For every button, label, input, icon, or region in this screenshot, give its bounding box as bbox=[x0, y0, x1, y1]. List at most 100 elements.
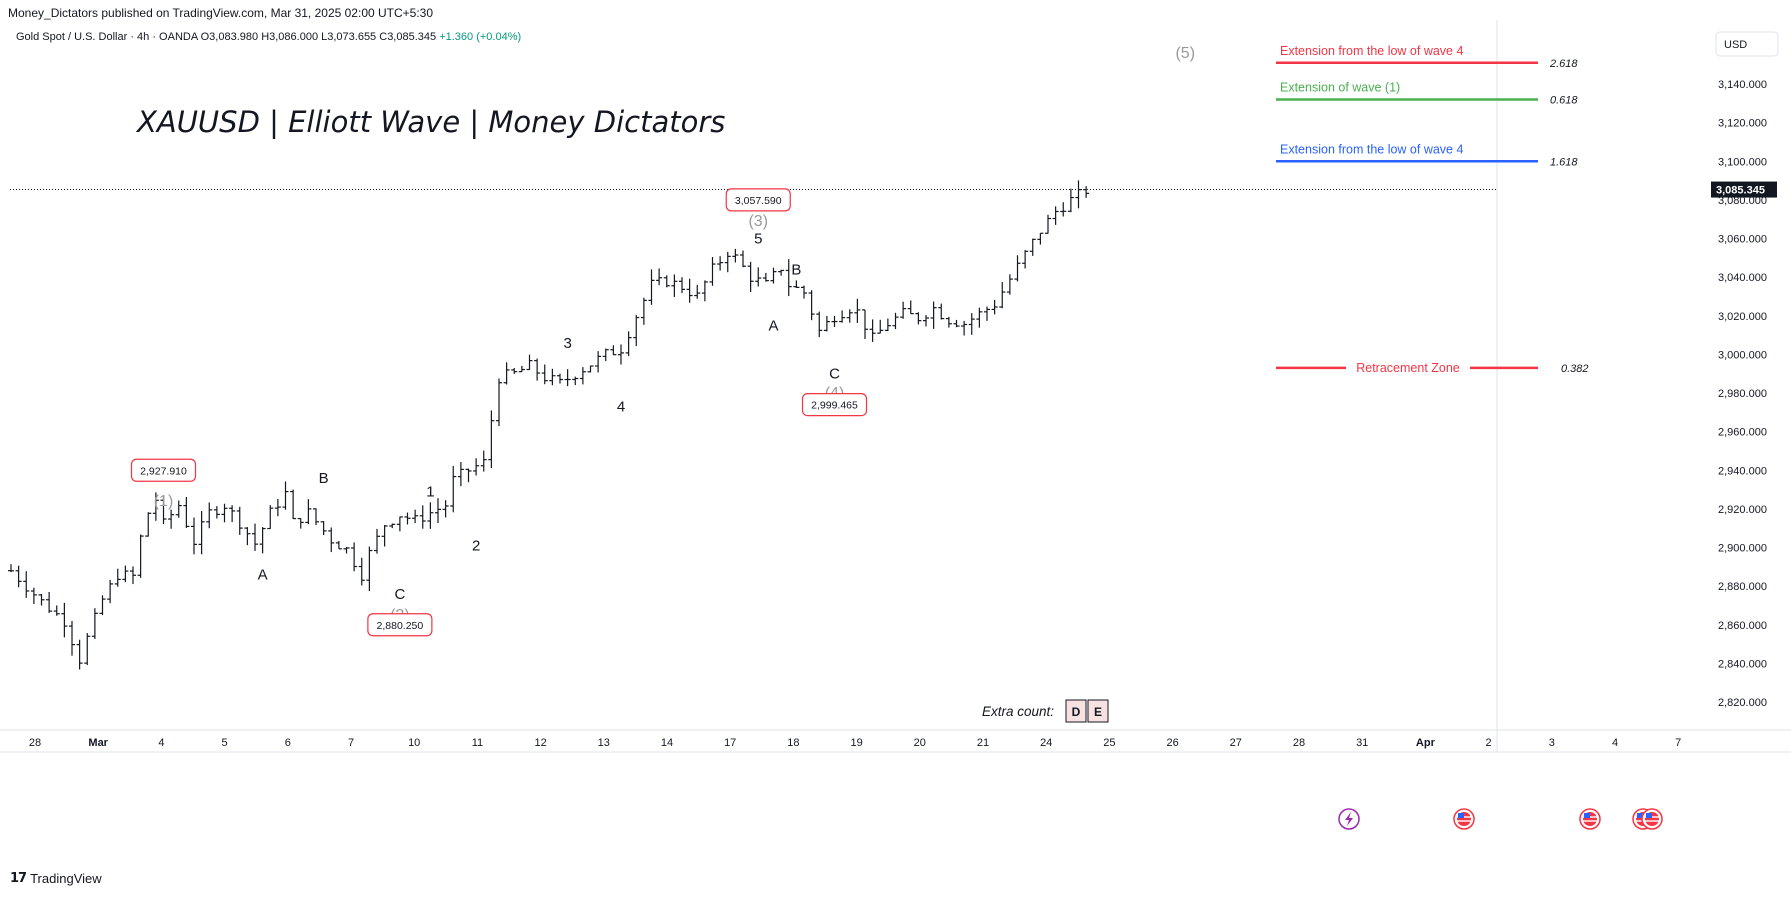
y-tick-label: 2,860.000 bbox=[1718, 620, 1767, 632]
ohlc-bar bbox=[656, 268, 663, 286]
ohlc-bar bbox=[610, 345, 617, 356]
ohlc-bar bbox=[839, 310, 846, 323]
y-tick-label: 3,140.000 bbox=[1718, 79, 1767, 91]
ohlc-bar bbox=[1022, 250, 1029, 269]
x-tick-label: 11 bbox=[472, 737, 483, 749]
x-tick-label: 21 bbox=[977, 737, 989, 749]
ohlc-bar bbox=[343, 546, 350, 554]
wave-label: (3) bbox=[748, 213, 768, 230]
ohlc-bar bbox=[252, 523, 258, 551]
ohlc-bar bbox=[648, 269, 655, 305]
ohlc-bar bbox=[465, 468, 472, 483]
extra-count-box: D bbox=[1065, 699, 1087, 723]
ohlc-bar bbox=[740, 250, 746, 268]
fib-level: Extension of wave (1) 0.618 bbox=[1276, 80, 1578, 106]
ohlc-bar bbox=[1067, 188, 1074, 213]
x-tick-label: 5 bbox=[222, 737, 228, 749]
fib-label: Extension from the low of wave 4 bbox=[1280, 142, 1463, 156]
ohlc-bar bbox=[305, 499, 312, 525]
ohlc-bar bbox=[801, 285, 807, 299]
ohlc-bar bbox=[640, 297, 647, 325]
ohlc-bar bbox=[549, 368, 556, 386]
tradingview-mark-icon: 17 bbox=[10, 871, 27, 886]
us-flag-icon bbox=[1453, 808, 1475, 830]
extra-count-frame bbox=[1065, 699, 1087, 723]
x-tick-label: 28 bbox=[29, 737, 41, 749]
fib-level: Extension from the low of wave 4 1.618 bbox=[1276, 142, 1578, 168]
ohlc-bar bbox=[945, 316, 952, 328]
x-tick-label: 26 bbox=[1166, 737, 1178, 749]
us-flag-icon bbox=[1641, 808, 1663, 830]
x-tick-label: 31 bbox=[1356, 737, 1368, 749]
ohlc-bar bbox=[518, 365, 525, 373]
y-tick-label: 2,920.000 bbox=[1718, 504, 1767, 516]
fib-ratio: 0.618 bbox=[1550, 94, 1578, 106]
ohlc-bar bbox=[686, 278, 693, 303]
ohlc-bar bbox=[175, 500, 182, 518]
extra-count-letter: D bbox=[1072, 705, 1081, 719]
ohlc-bar bbox=[23, 571, 30, 598]
x-tick-label: 17 bbox=[724, 737, 736, 749]
ohlc-bar bbox=[701, 280, 708, 302]
extra-count-label: Extra count: bbox=[982, 704, 1054, 719]
legend-part: L3,073.655 bbox=[321, 31, 379, 43]
ohlc-bar bbox=[991, 299, 998, 315]
ohlc-bar bbox=[282, 481, 289, 510]
publish-line: Money_Dictators published on TradingView… bbox=[8, 6, 434, 20]
fib-ratio: 1.618 bbox=[1550, 156, 1578, 168]
time-axis[interactable]: 28 Mar 4 5 6 7 10 11 12 13 14 17 18 19 20 21 24 25 26 27 28 3… bbox=[29, 737, 1681, 749]
last-price-bg bbox=[1711, 181, 1777, 198]
ohlc-bar bbox=[320, 521, 327, 536]
ohlc-bar bbox=[46, 591, 53, 613]
ohlc-bar bbox=[69, 620, 75, 656]
ohlc-bar bbox=[137, 534, 144, 578]
x-tick-label: 14 bbox=[661, 737, 673, 749]
wave-label: (5) bbox=[1175, 45, 1195, 62]
ohlc-bar bbox=[229, 505, 236, 523]
ohlc-bar bbox=[717, 256, 724, 271]
ohlc-bar bbox=[633, 314, 640, 347]
x-tick-label: Mar bbox=[88, 737, 108, 749]
ohlc-bar bbox=[114, 568, 121, 587]
ohlc-bar bbox=[808, 290, 815, 321]
ohlc-bar bbox=[221, 503, 228, 523]
ohlc-bar bbox=[846, 309, 853, 323]
ohlc-bar bbox=[915, 312, 922, 325]
ohlc-bar bbox=[76, 639, 83, 670]
ohlc-bar bbox=[61, 602, 68, 638]
x-tick-label: 13 bbox=[598, 737, 610, 749]
ohlc-bar bbox=[374, 528, 380, 554]
x-tick-label: 7 bbox=[1675, 737, 1681, 749]
ohlc-bar bbox=[892, 312, 899, 330]
ohlc-bar bbox=[30, 587, 37, 604]
price-axis[interactable]: USD3,140.0003,120.0003,100.0003,080.0003… bbox=[1711, 31, 1779, 709]
event-icons[interactable] bbox=[1338, 808, 1663, 830]
y-tick-label: 2,960.000 bbox=[1718, 427, 1767, 439]
ohlc-bar bbox=[191, 517, 197, 555]
ohlc-bar bbox=[709, 256, 716, 286]
ohlc-bar bbox=[984, 306, 990, 321]
ohlc-bar bbox=[290, 489, 297, 520]
ohlc-bar bbox=[976, 307, 983, 328]
ohlc-bar bbox=[335, 540, 342, 550]
x-tick-label: 12 bbox=[534, 737, 546, 749]
wave-label: 1 bbox=[426, 483, 434, 500]
price-box-frame bbox=[801, 392, 868, 417]
ohlc-bar bbox=[152, 492, 159, 521]
symbol-legend: Gold Spot / U.S. Dollar · 4h · OANDA O3,… bbox=[16, 31, 521, 43]
y-tick-label: 3,120.000 bbox=[1718, 118, 1767, 130]
ohlc-bar bbox=[564, 369, 571, 387]
last-price-text: 3,085.345 bbox=[1716, 185, 1765, 197]
ohlc-bar bbox=[930, 301, 937, 329]
last-price-badge: 3,085.345 bbox=[1711, 181, 1777, 198]
tradingview-logo[interactable]: 17 TradingView bbox=[10, 871, 102, 886]
x-tick-label: 25 bbox=[1103, 737, 1115, 749]
icon-canton bbox=[1646, 813, 1652, 818]
ohlc-bar bbox=[84, 633, 91, 666]
ohlc-bar bbox=[450, 465, 457, 513]
ohlc-bar bbox=[823, 315, 830, 332]
ohlc-bar bbox=[793, 280, 800, 288]
ohlc-bar bbox=[107, 579, 114, 604]
ohlc-bar bbox=[747, 261, 754, 292]
